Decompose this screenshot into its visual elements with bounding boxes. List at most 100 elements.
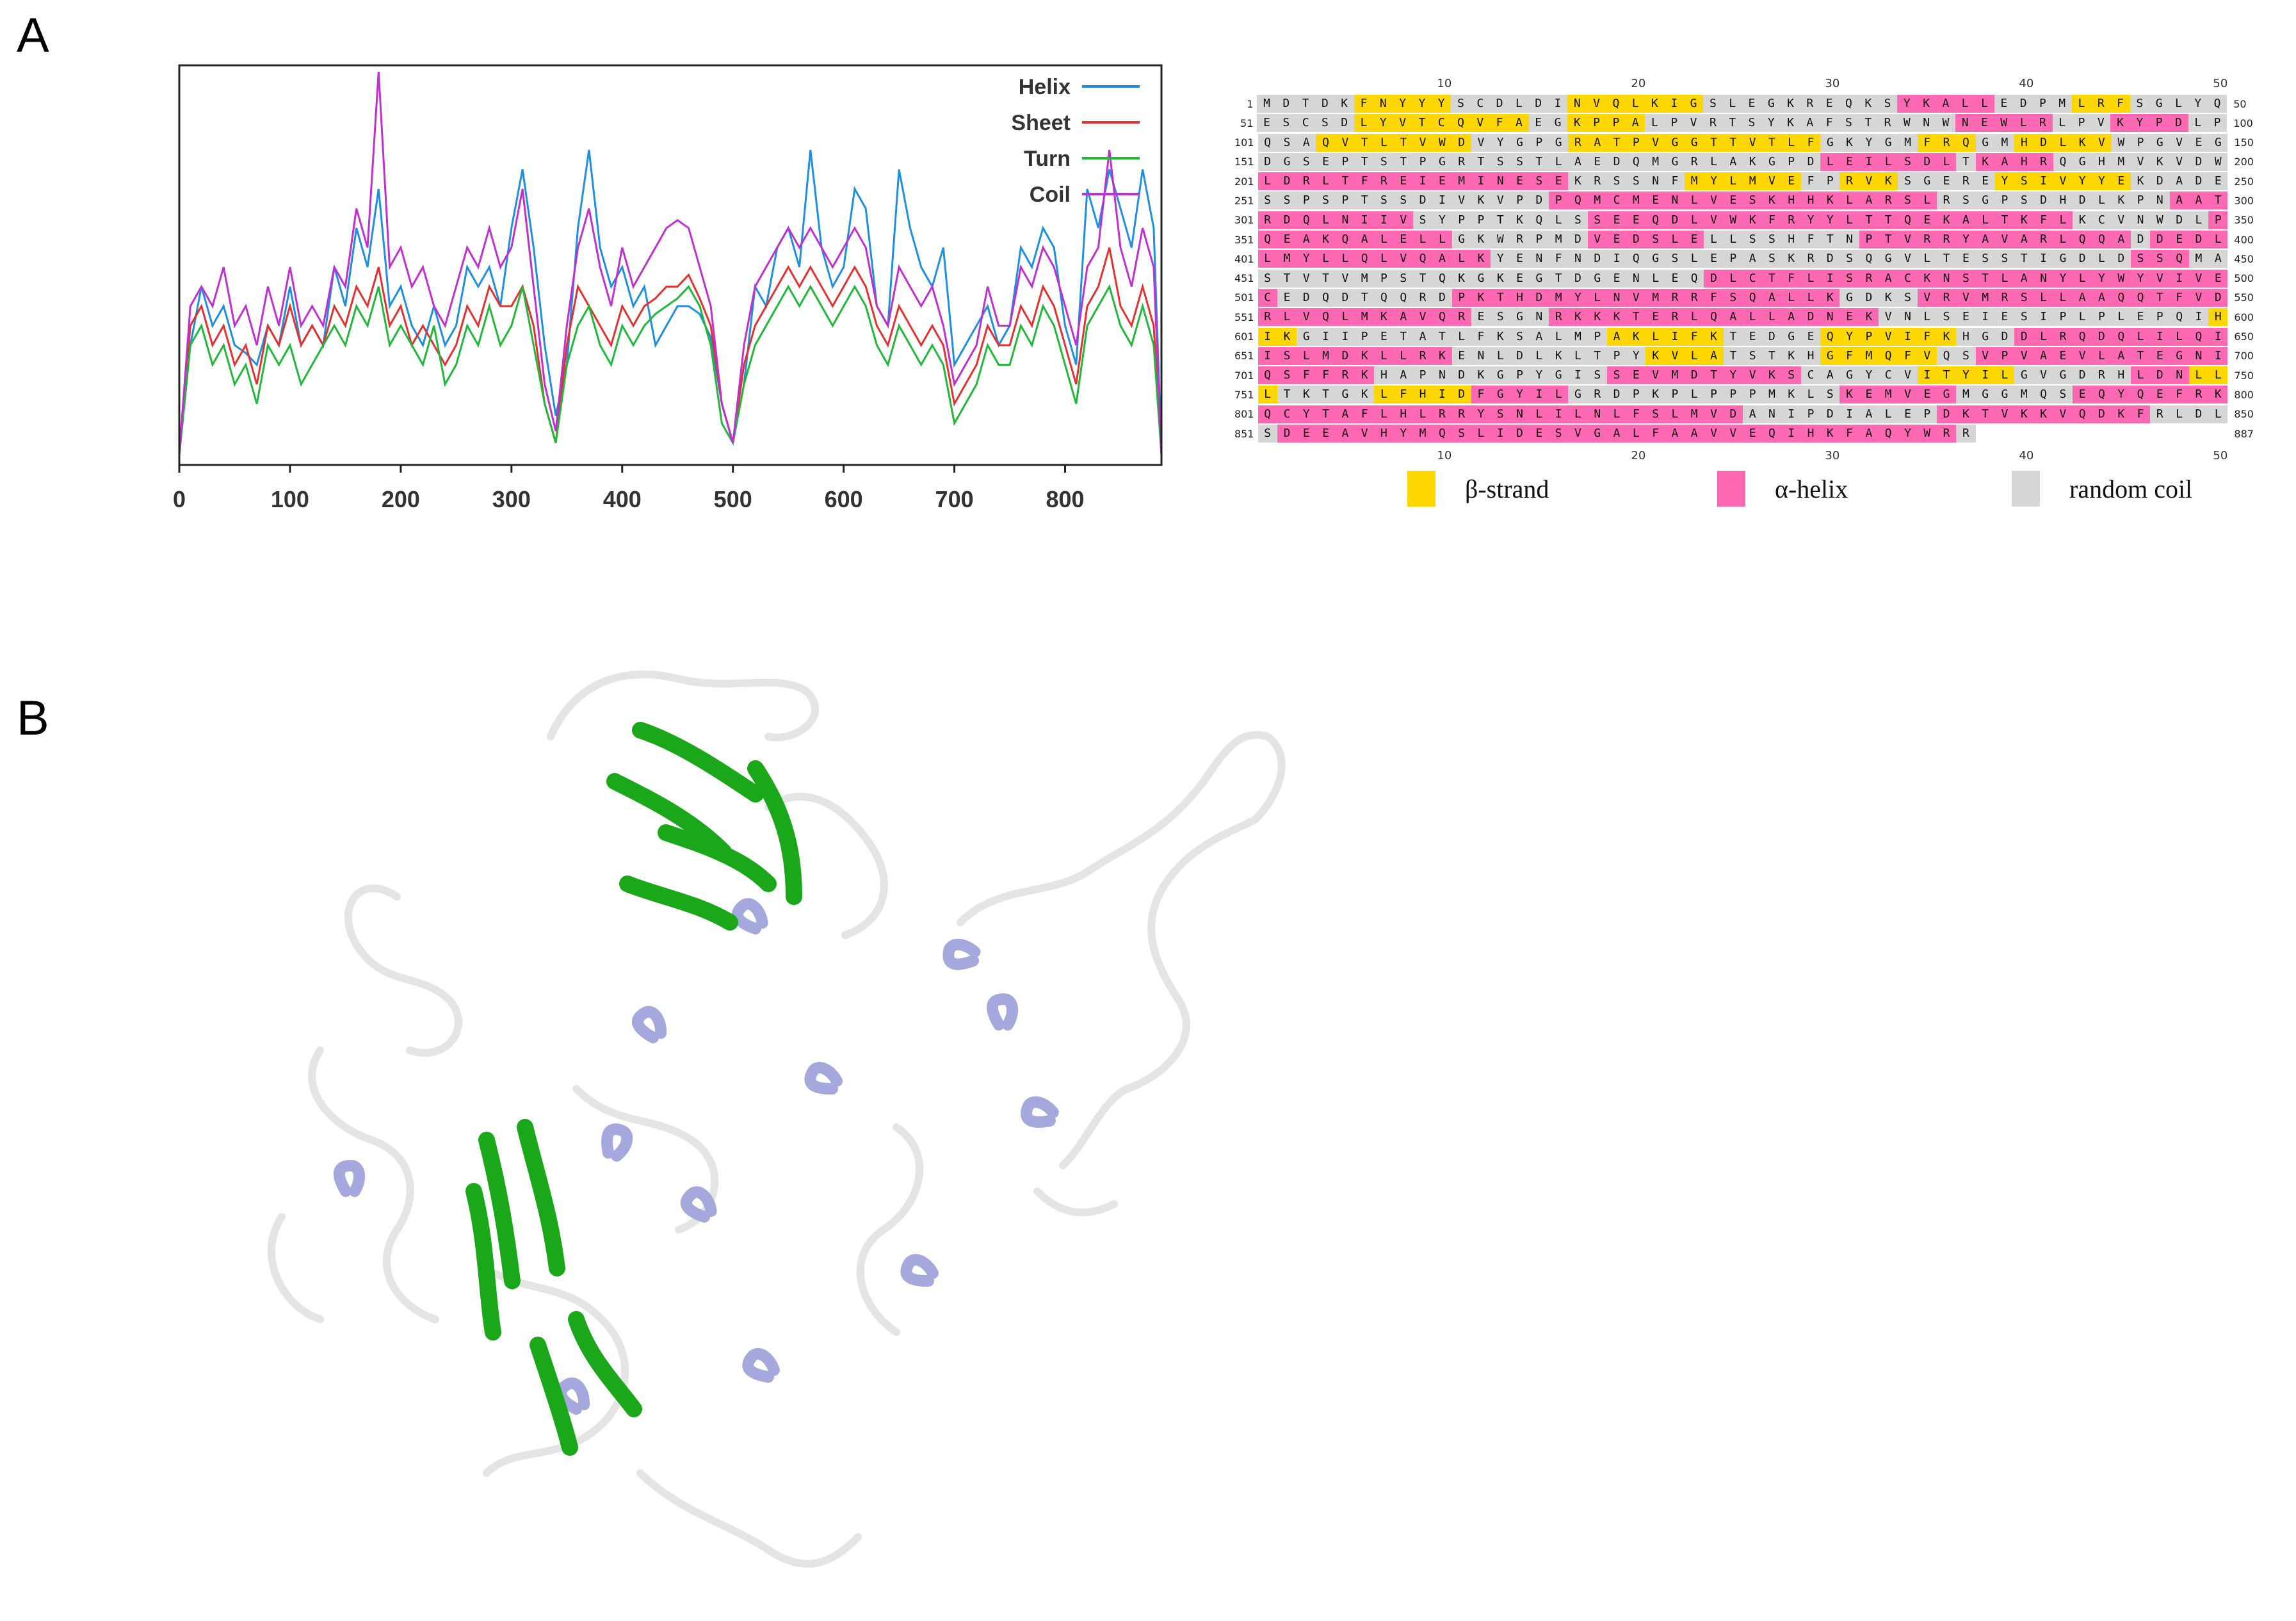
sequence-row: 101 Q S A Q V T L T V W D V Y G P G R A T P V G G T T V T L F G K Y G M F R Q… bbox=[1234, 133, 2259, 152]
residue-cell: D bbox=[1820, 250, 1840, 268]
residue-cell: G bbox=[1994, 386, 2015, 404]
residue-cell: H bbox=[1781, 191, 1801, 210]
residue-cell: A bbox=[1800, 114, 1820, 133]
residue-cell: P bbox=[1297, 191, 1316, 210]
residue-cell: P bbox=[1412, 366, 1433, 385]
residue-cell: R bbox=[1412, 346, 1433, 365]
residue-cell: A bbox=[1335, 405, 1355, 423]
helix-ribbon bbox=[987, 993, 1019, 1030]
row-end-index: 887 bbox=[2234, 427, 2254, 440]
residue-cell: S bbox=[1626, 172, 1646, 191]
residue-cell: V bbox=[1956, 288, 1976, 307]
residue-cell: D bbox=[1451, 386, 1471, 404]
residue-cell: D bbox=[2150, 366, 2170, 385]
residue-cell: N bbox=[1606, 288, 1627, 307]
sheet-strand bbox=[465, 1183, 501, 1340]
row-start-index: 651 bbox=[1234, 350, 1254, 362]
residue-cell: Y bbox=[1761, 114, 1781, 133]
legend-label-sheet: Sheet bbox=[1011, 111, 1071, 135]
residue-cell: R bbox=[1956, 425, 1976, 443]
residue-cell: F bbox=[1704, 288, 1724, 307]
residue-cell: K bbox=[1451, 269, 1471, 288]
residue-cell: P bbox=[1355, 327, 1375, 346]
row-end-index: 350 bbox=[2234, 214, 2254, 227]
residue-cell: H bbox=[2111, 366, 2131, 385]
residue-cell: L bbox=[2130, 366, 2151, 385]
residue-cell: K bbox=[1781, 346, 1801, 365]
residue-cell: L bbox=[1412, 405, 1433, 423]
random-coil-swatch bbox=[2012, 471, 2040, 507]
residue-cell: S bbox=[1839, 269, 1859, 288]
residue-cell: G bbox=[1297, 327, 1316, 346]
empty-cell bbox=[2170, 425, 2189, 443]
empty-cell bbox=[2208, 425, 2227, 443]
residue-cell: C bbox=[1470, 95, 1490, 113]
helix-segment bbox=[601, 1123, 633, 1162]
residue-cell: L bbox=[2053, 288, 2073, 307]
residue-cell: V bbox=[2169, 133, 2189, 152]
residue-cell: V bbox=[2053, 405, 2073, 423]
sequence-row: 251 S S P S P T S S D I V K V P D P Q M C M E N L V E S K H H K L A R S L R S… bbox=[1234, 191, 2259, 210]
sheet-strand bbox=[478, 1132, 521, 1289]
residue-cell: A bbox=[2169, 191, 2189, 210]
residue-cell: A bbox=[2111, 346, 2131, 365]
residue-cell: E bbox=[1626, 211, 1646, 229]
residue-cell: Q bbox=[2111, 327, 2131, 346]
residue-cell: L bbox=[1704, 231, 1724, 249]
residue-cell: E bbox=[1742, 95, 1762, 113]
residue-cell: D bbox=[1723, 405, 1743, 423]
residue-cell: M bbox=[1412, 425, 1433, 443]
coil-regions bbox=[267, 670, 1286, 1568]
residue-cell: T bbox=[1723, 133, 1743, 152]
residue-cell: A bbox=[1355, 231, 1375, 249]
residue-cell: Q bbox=[2092, 386, 2112, 404]
residue-cell: P bbox=[1820, 172, 1840, 191]
helix-ribbon bbox=[804, 1062, 843, 1095]
residue-cell: L bbox=[1257, 386, 1277, 404]
residue-cell: G bbox=[1587, 269, 1607, 288]
residue-cell: I bbox=[1917, 366, 1937, 385]
empty-cell bbox=[2112, 425, 2131, 443]
empty-cell bbox=[2131, 425, 2150, 443]
residue-cell: K bbox=[1626, 327, 1646, 346]
residue-cell: P bbox=[1412, 152, 1433, 171]
residue-cell: K bbox=[1781, 114, 1800, 133]
residue-cell: L bbox=[2073, 269, 2092, 288]
residue-cell: V bbox=[1393, 211, 1413, 229]
residue-cell: E bbox=[1820, 95, 1839, 113]
residue-cell: S bbox=[1956, 191, 1976, 210]
residue-cell: G bbox=[2053, 250, 2073, 268]
residue-cell: A bbox=[1432, 250, 1452, 268]
residue-cell: T bbox=[1704, 366, 1724, 385]
residue-cell: G bbox=[1820, 346, 1840, 365]
residue-cell: I bbox=[1975, 366, 1995, 385]
residue-cell: S bbox=[1510, 152, 1530, 171]
residue-cell: E bbox=[1859, 386, 1879, 404]
residue-cell: V bbox=[1742, 366, 1763, 385]
residue-cell: D bbox=[1489, 95, 1510, 113]
row-start-index: 851 bbox=[1234, 427, 1254, 440]
residue-cell: Y bbox=[2092, 269, 2112, 288]
row-end-index: 200 bbox=[2234, 156, 2254, 168]
residue-cell: K bbox=[2111, 191, 2131, 210]
residue-cell: Q bbox=[1412, 250, 1433, 268]
sequence-row: 51 E S C S D L Y V T C Q V F A E G K P P A L P V R T S Y K A F S T R W N W N E… bbox=[1234, 114, 2259, 133]
residue-cell: E bbox=[2150, 386, 2170, 404]
residue-cell: H bbox=[1393, 405, 1413, 423]
residue-cell: E bbox=[1839, 308, 1859, 327]
residue-cell: S bbox=[1491, 405, 1510, 423]
residue-cell: G bbox=[1975, 386, 1995, 404]
residue-cell: L bbox=[1257, 250, 1277, 268]
residue-cell: A bbox=[2092, 288, 2112, 307]
residue-cell: I bbox=[1548, 95, 1568, 113]
residue-cell: E bbox=[1510, 250, 1530, 268]
residue-cell: S bbox=[1374, 191, 1394, 210]
row-start-index: 51 bbox=[1240, 117, 1254, 129]
residue-cell: A bbox=[2033, 346, 2053, 365]
residue-cell: Q bbox=[1374, 288, 1394, 307]
x-tick-label: 800 bbox=[1046, 486, 1085, 512]
residue-cell: E bbox=[1277, 231, 1297, 249]
